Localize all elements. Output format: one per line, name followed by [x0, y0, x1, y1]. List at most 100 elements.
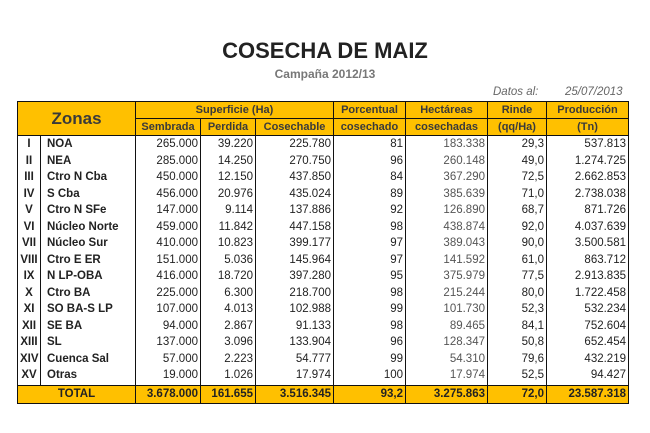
zone-name-cell: Cuenca Sal	[40, 350, 136, 367]
porcentual-cell: 98	[333, 317, 406, 334]
sembrada-cell: 265.000	[135, 135, 201, 153]
perdida-cell: 1.026	[200, 367, 256, 385]
zone-number-cell: I	[17, 135, 41, 153]
hectareas-cell: 385.639	[405, 185, 488, 202]
zone-number-cell: XI	[17, 301, 41, 318]
rinde-cell: 80,0	[487, 284, 547, 301]
hectareas-cell: 141.592	[405, 251, 488, 268]
zone-number-cell: XII	[17, 317, 41, 334]
zone-name-cell: SE BA	[40, 317, 136, 334]
table-row: I NOA 265.000 39.220 225.780 81 183.338 29,3 537…	[17, 135, 629, 153]
table-row: X Ctro BA 225.000 6.300 218.700 98 215.244 80,0…	[17, 284, 629, 301]
zone-number-cell: XIII	[17, 334, 41, 351]
header-produccion-2: (Tn)	[546, 118, 629, 136]
cosechable-cell: 270.750	[255, 152, 334, 169]
table-row: XII SE BA 94.000 2.867 91.133 98 89.465 84,1 752…	[17, 317, 629, 334]
perdida-cell: 2.223	[200, 350, 256, 367]
produccion-cell: 432.219	[546, 350, 629, 367]
produccion-cell: 863.712	[546, 251, 629, 268]
perdida-cell: 6.300	[200, 284, 256, 301]
zone-number-cell: IV	[17, 185, 41, 202]
porcentual-cell: 97	[333, 235, 406, 252]
perdida-cell: 20.976	[200, 185, 256, 202]
produccion-cell: 2.738.038	[546, 185, 629, 202]
page-title: COSECHA DE MAIZ	[222, 38, 428, 63]
table-row: IV S Cba 456.000 20.976 435.024 89 385.639 71,0…	[17, 185, 629, 202]
datos-date: 25/07/2013	[565, 86, 623, 98]
total-porcentual-cell: 93,2	[333, 384, 406, 404]
table-body: I NOA 265.000 39.220 225.780 81 183.338 29,3 537…	[17, 135, 629, 404]
hectareas-cell: 367.290	[405, 169, 488, 186]
header-perdida: Perdida	[200, 118, 256, 136]
produccion-cell: 2.662.853	[546, 169, 629, 186]
total-row: TOTAL 3.678.000 161.655 3.516.345 93,2 3.275.…	[17, 384, 629, 404]
header-produccion: Producción	[546, 101, 629, 119]
sembrada-cell: 450.000	[135, 169, 201, 186]
total-sembrada-cell: 3.678.000	[135, 384, 201, 404]
zone-number-cell: VIII	[17, 251, 41, 268]
produccion-cell: 2.913.835	[546, 268, 629, 285]
zone-name-cell: SO BA-S LP	[40, 301, 136, 318]
rinde-cell: 50,8	[487, 334, 547, 351]
zone-number-cell: VII	[17, 235, 41, 252]
cosechable-cell: 102.988	[255, 301, 334, 318]
produccion-cell: 871.726	[546, 202, 629, 219]
sembrada-cell: 456.000	[135, 185, 201, 202]
total-hectareas-cell: 3.275.863	[405, 384, 488, 404]
porcentual-cell: 98	[333, 218, 406, 235]
hectareas-cell: 89.465	[405, 317, 488, 334]
produccion-cell: 1.274.725	[546, 152, 629, 169]
zone-name-cell: Núcleo Sur	[40, 235, 136, 252]
hectareas-cell: 260.148	[405, 152, 488, 169]
porcentual-cell: 84	[333, 169, 406, 186]
cosechable-cell: 435.024	[255, 185, 334, 202]
hectareas-cell: 101.730	[405, 301, 488, 318]
zone-name-cell: SL	[40, 334, 136, 351]
hectareas-cell: 17.974	[405, 367, 488, 385]
porcentual-cell: 96	[333, 334, 406, 351]
porcentual-cell: 95	[333, 268, 406, 285]
zone-number-cell: XIV	[17, 350, 41, 367]
table-row: VII Núcleo Sur 410.000 10.823 399.177 97 389.0…	[17, 235, 629, 252]
header-porcentual: Porcentual	[333, 101, 406, 119]
cosechable-cell: 437.850	[255, 169, 334, 186]
cosechable-cell: 397.280	[255, 268, 334, 285]
cosechable-cell: 447.158	[255, 218, 334, 235]
zone-number-cell: VI	[17, 218, 41, 235]
zone-name-cell: Núcleo Norte	[40, 218, 136, 235]
sembrada-cell: 459.000	[135, 218, 201, 235]
perdida-cell: 12.150	[200, 169, 256, 186]
table-row: III Ctro N Cba 450.000 12.150 437.850 84 367.2…	[17, 169, 629, 186]
rinde-cell: 90,0	[487, 235, 547, 252]
hectareas-cell: 183.338	[405, 135, 488, 153]
cosechable-cell: 137.886	[255, 202, 334, 219]
total-cosechable-cell: 3.516.345	[255, 384, 334, 404]
hectareas-cell: 389.043	[405, 235, 488, 252]
sembrada-cell: 285.000	[135, 152, 201, 169]
cosechable-cell: 225.780	[255, 135, 334, 153]
porcentual-cell: 96	[333, 152, 406, 169]
rinde-cell: 79,6	[487, 350, 547, 367]
produccion-cell: 752.604	[546, 317, 629, 334]
produccion-cell: 532.234	[546, 301, 629, 318]
sembrada-cell: 147.000	[135, 202, 201, 219]
sembrada-cell: 137.000	[135, 334, 201, 351]
zone-number-cell: IX	[17, 268, 41, 285]
perdida-cell: 4.013	[200, 301, 256, 318]
sembrada-cell: 416.000	[135, 268, 201, 285]
zone-name-cell: Ctro E ER	[40, 251, 136, 268]
table-row: XIII SL 137.000 3.096 133.904 96 128.347 50,8 65…	[17, 334, 629, 351]
table-row: XI SO BA-S LP 107.000 4.013 102.988 99 101.730…	[17, 301, 629, 318]
hectareas-cell: 375.979	[405, 268, 488, 285]
cosechable-cell: 17.974	[255, 367, 334, 385]
total-perdida-cell: 161.655	[200, 384, 256, 404]
table-row: VI Núcleo Norte 459.000 11.842 447.158 98 438.…	[17, 218, 629, 235]
sembrada-cell: 225.000	[135, 284, 201, 301]
perdida-cell: 18.720	[200, 268, 256, 285]
zone-name-cell: Ctro BA	[40, 284, 136, 301]
zone-name-cell: Otras	[40, 367, 136, 385]
header-rinde: Rinde	[487, 101, 547, 119]
rinde-cell: 72,5	[487, 169, 547, 186]
sembrada-cell: 57.000	[135, 350, 201, 367]
header-cosechable: Cosechable	[255, 118, 334, 136]
